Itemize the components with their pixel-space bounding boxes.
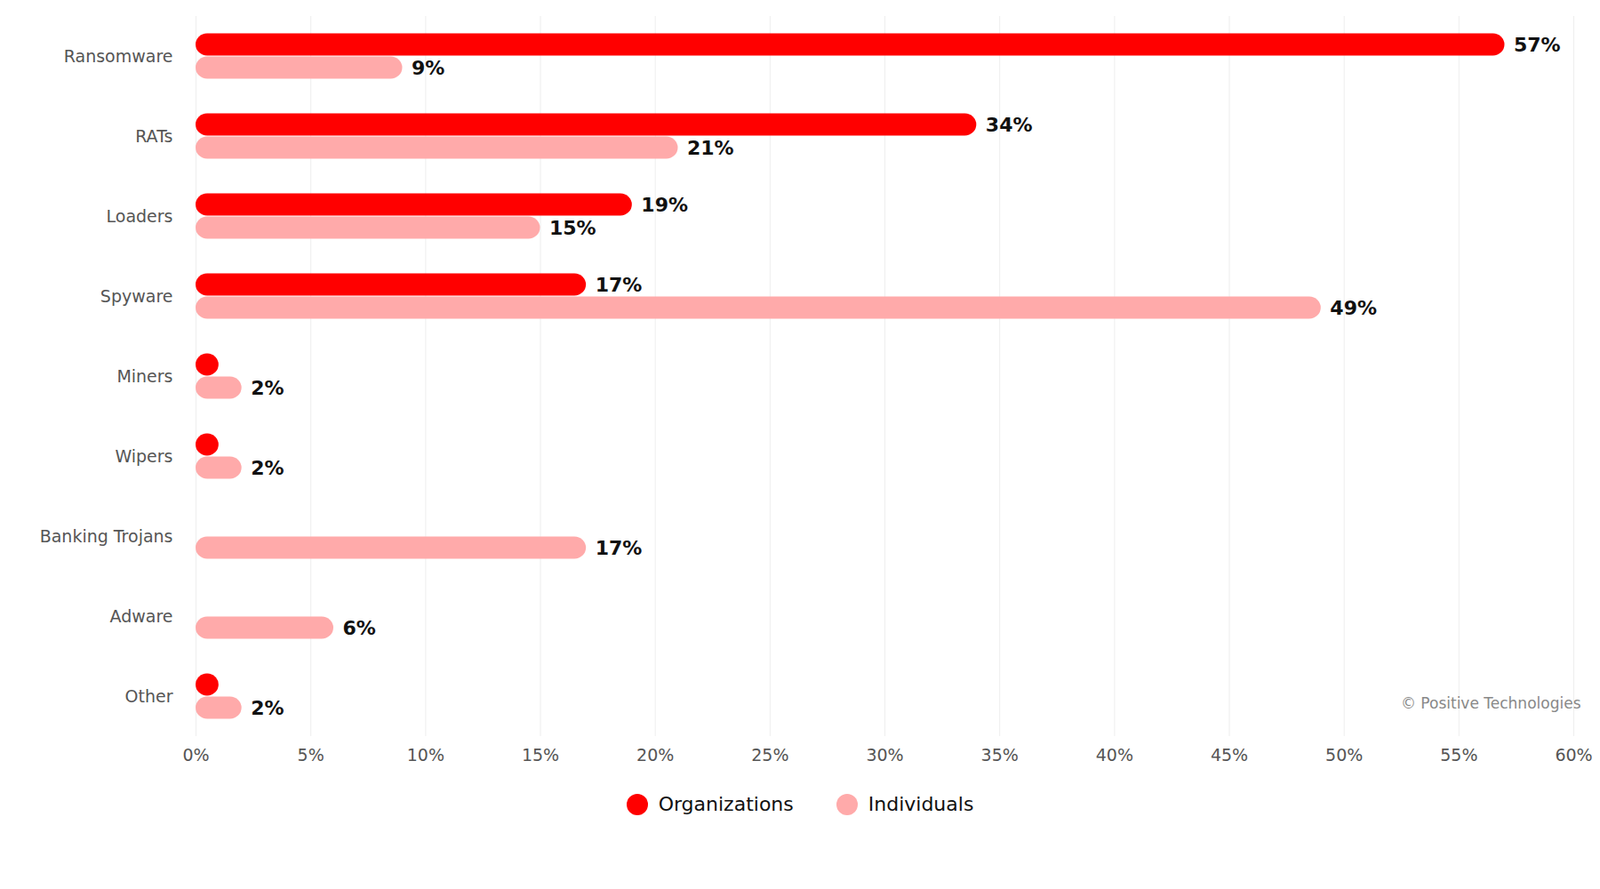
svg-text:9%: 9%	[411, 56, 445, 80]
svg-text:RATs: RATs	[135, 126, 173, 146]
svg-text:45%: 45%	[1210, 744, 1248, 765]
svg-text:© Positive Technologies: © Positive Technologies	[1400, 694, 1582, 712]
svg-text:15%: 15%	[521, 744, 560, 765]
html-text:Organizations: Organizations	[658, 792, 794, 816]
svg-text:55%: 55%	[1440, 744, 1478, 765]
svg-text:20%: 20%	[636, 744, 674, 765]
svg-text:Banking Trojans: Banking Trojans	[40, 526, 174, 546]
svg-text:25%: 25%	[751, 744, 789, 765]
svg-text:19%: 19%	[640, 193, 688, 216]
svg-text:35%: 35%	[981, 744, 1019, 765]
svg-text:50%: 50%	[1325, 744, 1363, 765]
svg-text:Adware: Adware	[110, 606, 174, 626]
svg-text:Spyware: Spyware	[100, 286, 174, 306]
svg-text:49%: 49%	[1329, 296, 1377, 320]
svg-text:5%: 5%	[297, 744, 325, 765]
svg-text:34%: 34%	[985, 113, 1033, 136]
svg-text:2%: 2%	[250, 456, 284, 480]
html-text:Individuals: Individuals	[868, 792, 974, 816]
svg-text:2%: 2%	[250, 376, 284, 400]
svg-text:10%: 10%	[407, 744, 445, 765]
svg-text:15%: 15%	[549, 216, 597, 240]
svg-text:57%: 57%	[1513, 33, 1561, 56]
svg-text:Miners: Miners	[116, 366, 173, 386]
svg-text:2%: 2%	[250, 696, 284, 720]
svg-text:40%: 40%	[1096, 744, 1134, 765]
svg-text:Ransomware: Ransomware	[64, 46, 174, 66]
svg-text:21%: 21%	[687, 136, 735, 160]
svg-text:30%: 30%	[865, 744, 904, 765]
svg-text:17%: 17%	[595, 273, 643, 296]
svg-text:Loaders: Loaders	[106, 206, 174, 226]
svg-text:60%: 60%	[1554, 744, 1592, 765]
svg-text:Wipers: Wipers	[114, 446, 173, 466]
svg-text:17%: 17%	[595, 536, 643, 560]
svg-text:6%: 6%	[343, 616, 376, 640]
svg-text:0%: 0%	[182, 744, 209, 765]
svg-text:Other: Other	[125, 686, 174, 706]
